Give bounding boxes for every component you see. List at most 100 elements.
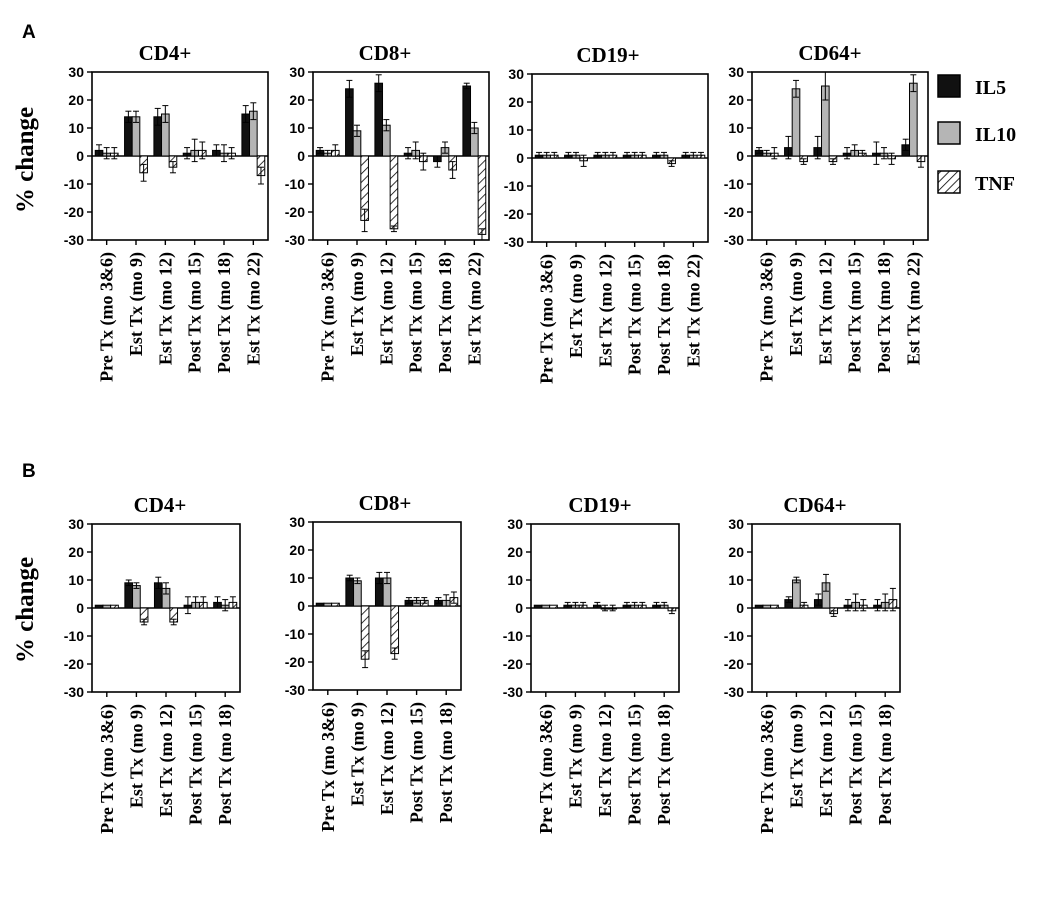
bar-il10 [909, 82, 918, 157]
y-axis-label-a: % change [12, 107, 39, 213]
x-category-label: Est Tx (mo 9) [566, 254, 587, 358]
bar-tnf [331, 602, 340, 607]
x-category-label: Est Tx (mo 9) [565, 704, 586, 808]
bar-il10 [102, 604, 112, 609]
y-tick-label: -10 [285, 176, 305, 192]
x-category-label: Post Tx (mo 15) [406, 252, 427, 373]
bar-il10 [791, 88, 801, 157]
x-category-label: Est Tx (mo 22) [903, 252, 924, 365]
x-category-label: Post Tx (mo 18) [654, 254, 675, 375]
y-tick-label: 20 [68, 92, 84, 108]
legend-swatch-il5 [937, 74, 961, 98]
y-tick-label: -20 [64, 656, 84, 672]
y-tick-label: -30 [285, 682, 305, 698]
y-tick-label: 0 [297, 598, 305, 614]
legend-label-tnf: TNF [975, 173, 1015, 195]
x-category-label: Pre Tx (mo 3&6) [536, 704, 557, 834]
x-category-label: Est Tx (mo 9) [786, 704, 807, 808]
x-category-label: Post Tx (mo 18) [654, 704, 675, 825]
y-tick-label: -10 [504, 178, 524, 194]
bar-il10 [132, 585, 141, 609]
y-tick-label: -10 [285, 626, 305, 642]
y-tick-label: -30 [724, 232, 744, 248]
chart-title: CD64+ [798, 41, 861, 65]
legend-swatch-il10 [937, 121, 961, 145]
x-category-label: Post Tx (mo 15) [185, 252, 206, 373]
y-tick-label: -20 [64, 204, 84, 220]
y-tick-label: 0 [516, 150, 524, 166]
y-tick-label: -10 [64, 628, 84, 644]
x-category-label: Post Tx (mo 15) [186, 704, 207, 825]
x-category-label: Post Tx (mo 15) [625, 704, 646, 825]
chart-b-cd64: CD64+ 30 20 10 0 -10 -20 -30 Pre Tx (mo 3&6) Est … [724, 493, 901, 834]
y-tick-label: 10 [728, 120, 744, 136]
x-category-label: Est Tx (mo 12) [156, 704, 177, 817]
bar-il5 [124, 582, 134, 609]
x-category-label: Est Tx (mo 22) [243, 252, 264, 365]
y-tick-label: 10 [68, 572, 84, 588]
y-tick-label: -20 [285, 654, 305, 670]
x-category-label: Post Tx (mo 18) [436, 702, 457, 823]
y-tick-label: -30 [504, 234, 524, 250]
y-tick-label: 30 [68, 516, 84, 532]
x-category-label: Post Tx (mo 15) [407, 702, 428, 823]
x-category-label: Post Tx (mo 15) [625, 254, 646, 375]
x-category-label: Est Tx (mo 12) [376, 252, 397, 365]
x-category-label: Est Tx (mo 12) [816, 704, 837, 817]
y-tick-label: 0 [76, 148, 84, 164]
chart-a-cd64: CD64+ 30 20 10 0 -10 -20 -30 Pre Tx (mo 3&6) Est … [724, 41, 929, 382]
y-tick-label: 0 [76, 600, 84, 616]
bar-tnf [549, 604, 558, 609]
chart-title: CD64+ [783, 493, 846, 517]
y-axis-label-b: % change [12, 557, 39, 663]
y-tick-label: -20 [285, 204, 305, 220]
x-category-label: Pre Tx (mo 3&6) [537, 254, 558, 384]
charts-layer: CD4+ 30 20 10 0 -10 -20 -30 Pre Tx (mo 3&6) Est T… [64, 41, 929, 834]
y-tick-label: 30 [507, 516, 523, 532]
bar-il5 [345, 88, 354, 157]
bar-il10 [541, 604, 551, 609]
bar-il5 [315, 602, 325, 607]
x-category-label: Est Tx (mo 9) [126, 252, 147, 356]
bar-il5 [754, 604, 764, 609]
chart-a-cd19: CD19+ 30 20 10 0 -10 -20 -30 Pre Tx (mo 3&6) Est … [504, 43, 709, 384]
chart-a-cd4: CD4+ 30 20 10 0 -10 -20 -30 Pre Tx (mo 3&6) Est T… [64, 41, 269, 382]
y-tick-label: -30 [64, 684, 84, 700]
bar-il10 [323, 602, 333, 607]
y-tick-label: 0 [736, 600, 744, 616]
chart-title: CD8+ [359, 41, 412, 65]
y-tick-label: 10 [507, 572, 523, 588]
x-category-label: Pre Tx (mo 3&6) [97, 252, 118, 382]
y-tick-label: 20 [289, 92, 305, 108]
y-tick-label: -30 [64, 232, 84, 248]
y-tick-label: 0 [736, 148, 744, 164]
y-tick-label: -10 [503, 628, 523, 644]
x-category-label: Pre Tx (mo 3&6) [757, 704, 778, 834]
y-tick-label: -30 [285, 232, 305, 248]
bar-il10 [762, 604, 772, 609]
x-category-label: Pre Tx (mo 3&6) [318, 702, 339, 832]
x-category-label: Post Tx (mo 18) [435, 252, 456, 373]
bar-il5 [533, 604, 543, 609]
bar-tnf [477, 155, 487, 235]
y-tick-label: 20 [68, 544, 84, 560]
chart-b-cd19: CD19+ 30 20 10 0 -10 -20 -30 Pre Tx (mo 3&6) Est … [503, 493, 680, 834]
x-category-label: Est Tx (mo 12) [377, 702, 398, 815]
y-tick-label: 30 [508, 66, 524, 82]
x-category-label: Pre Tx (mo 3&6) [757, 252, 778, 382]
chart-b-cd8: CD8+ 30 20 10 0 -10 -20 -30 Pre Tx (mo 3&6) Est T… [285, 491, 462, 832]
x-category-label: Est Tx (mo 12) [155, 252, 176, 365]
y-tick-label: 10 [289, 570, 305, 586]
chart-b-cd4: CD4+ 30 20 10 0 -10 -20 -30 Pre Tx (mo 3&6) Est T… [64, 493, 241, 834]
x-category-label: Pre Tx (mo 3&6) [97, 704, 118, 834]
y-tick-label: -30 [724, 684, 744, 700]
y-tick-label: -20 [724, 656, 744, 672]
y-tick-label: -10 [724, 628, 744, 644]
bar-tnf [110, 604, 119, 609]
x-category-label: Post Tx (mo 18) [214, 252, 235, 373]
y-tick-label: -30 [503, 684, 523, 700]
x-category-label: Est Tx (mo 22) [464, 252, 485, 365]
bar-il5 [94, 604, 104, 609]
y-tick-label: 30 [289, 514, 305, 530]
